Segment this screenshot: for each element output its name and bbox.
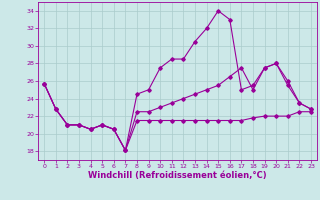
X-axis label: Windchill (Refroidissement éolien,°C): Windchill (Refroidissement éolien,°C) [88,171,267,180]
